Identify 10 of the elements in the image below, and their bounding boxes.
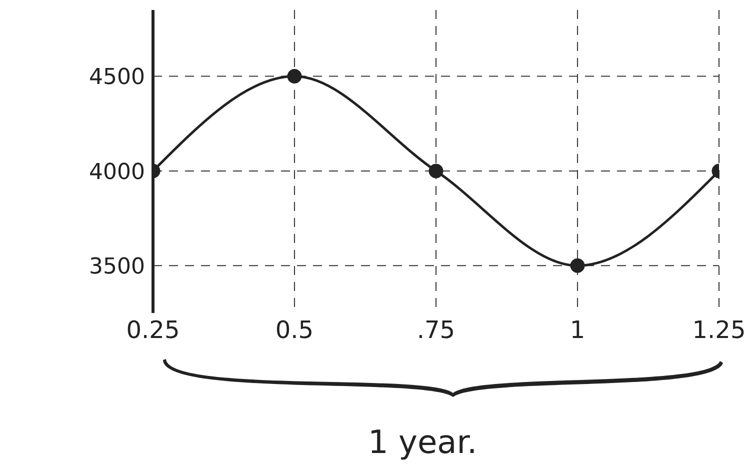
x-tick-label: .75 <box>416 316 456 344</box>
y-tick-label: 3500 <box>89 254 145 280</box>
text: 1 year. <box>368 423 478 461</box>
x-tick-label: 1.25 <box>692 316 745 344</box>
x-tick-label: 0.25 <box>126 316 180 344</box>
y-tick-label: 4000 <box>89 160 145 185</box>
point <box>428 164 444 178</box>
x-tick-label: 1 <box>570 316 586 344</box>
y-tick-label: 4500 <box>89 65 145 90</box>
x-tick-label: 0.5 <box>275 316 314 344</box>
